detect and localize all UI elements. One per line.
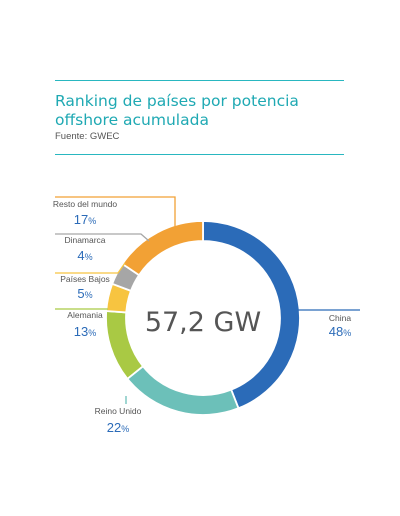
slice-alemania (105, 310, 145, 381)
top-divider (55, 80, 344, 81)
donut-slices (105, 220, 301, 416)
slice-value-paises-bajos: 5% (77, 286, 92, 301)
leader-line-dinamarca (55, 233, 150, 242)
leader-line-paises-bajos (55, 262, 126, 274)
slice-resto-del-mundo (121, 220, 204, 277)
slice-value-resto-del-mundo: 17% (74, 212, 96, 227)
slice-value-china: 48% (329, 324, 351, 339)
center-total-label: 57,2 GW (145, 307, 261, 338)
slice-label-china: China (329, 313, 351, 323)
chart-title-line-1: Ranking de países por potencia (55, 92, 299, 110)
slice-value-alemania: 13% (74, 324, 96, 339)
slice-label-paises-bajos: Países Bajos (60, 274, 110, 284)
bottom-divider (55, 154, 344, 155)
chart-source: Fuente: GWEC (55, 131, 120, 142)
slice-label-alemania: Alemania (67, 310, 103, 320)
slice-label-reino-unido: Reino Unido (95, 406, 142, 416)
slice-label-dinamarca: Dinamarca (64, 235, 105, 245)
slice-reino-unido (126, 364, 240, 416)
slice-value-reino-unido: 22% (107, 420, 129, 435)
chart-title-line-2: offshore acumulada (55, 111, 209, 129)
slice-value-dinamarca: 4% (77, 248, 92, 263)
leader-line-resto-del-mundo (55, 196, 176, 231)
chart-title: Ranking de países por potencia offshore … (55, 92, 345, 130)
slice-label-resto-del-mundo: Resto del mundo (53, 199, 118, 209)
leader-lines (55, 196, 360, 404)
